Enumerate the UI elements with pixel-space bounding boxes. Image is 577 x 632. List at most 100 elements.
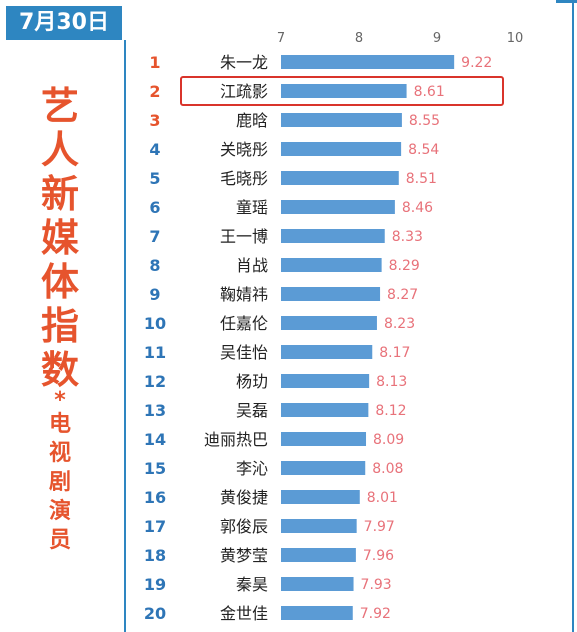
rank-label: 10 xyxy=(144,314,166,333)
category-label: 肖战 xyxy=(236,256,268,275)
rank-label: 16 xyxy=(144,488,166,507)
x-tick-label: 9 xyxy=(433,31,441,46)
subtitle-char: 视 xyxy=(48,441,71,466)
data-bar xyxy=(281,316,377,330)
value-label: 8.46 xyxy=(402,200,433,216)
rank-label: 15 xyxy=(144,459,166,478)
sidebar-title: 艺 人 新 媒 体 指 数 * 电 视 剧 演 员 xyxy=(20,84,100,555)
value-label: 8.61 xyxy=(414,84,445,100)
category-label: 江疏影 xyxy=(220,82,268,101)
rank-label: 17 xyxy=(144,517,166,536)
rank-label: 2 xyxy=(149,82,160,101)
rank-label: 12 xyxy=(144,372,166,391)
category-label: 杨玏 xyxy=(236,372,268,391)
rank-label: 6 xyxy=(149,198,160,217)
category-label: 郭俊辰 xyxy=(220,517,268,536)
data-bar xyxy=(281,142,402,156)
x-tick-label: 7 xyxy=(277,31,285,46)
data-bar xyxy=(281,258,382,272)
data-bar xyxy=(281,548,356,562)
value-label: 8.33 xyxy=(392,229,423,245)
rank-label: 18 xyxy=(144,546,166,565)
subtitle-char: 剧 xyxy=(48,470,71,495)
value-label: 8.27 xyxy=(387,287,418,303)
sidebar-divider xyxy=(124,40,126,632)
right-border xyxy=(572,0,574,632)
rank-label: 7 xyxy=(149,227,160,246)
x-tick-label: 8 xyxy=(355,31,363,46)
category-label: 鹿晗 xyxy=(236,111,268,130)
data-bar xyxy=(281,403,369,417)
value-label: 8.01 xyxy=(367,490,398,506)
subtitle-char: 演 xyxy=(48,499,71,524)
rank-label: 8 xyxy=(149,256,160,275)
data-bar xyxy=(281,490,360,504)
data-bar xyxy=(281,55,455,69)
value-label: 7.92 xyxy=(360,606,391,622)
data-bar xyxy=(281,606,353,620)
data-bar xyxy=(281,374,370,388)
data-bar xyxy=(281,113,402,127)
data-bar xyxy=(281,345,373,359)
rank-label: 4 xyxy=(149,140,160,159)
title-char: 体 xyxy=(40,260,79,304)
category-label: 李沁 xyxy=(236,459,268,478)
value-label: 7.93 xyxy=(361,577,392,593)
category-label: 吴佳怡 xyxy=(220,343,268,362)
value-label: 8.08 xyxy=(372,461,403,477)
category-label: 迪丽热巴 xyxy=(204,430,268,449)
data-bar xyxy=(281,229,385,243)
title-star: * xyxy=(54,388,66,413)
value-label: 8.23 xyxy=(384,316,415,332)
value-label: 7.97 xyxy=(364,519,395,535)
category-label: 任嘉伦 xyxy=(220,314,268,333)
title-char: 艺 xyxy=(40,84,79,128)
category-label: 毛晓彤 xyxy=(220,169,268,188)
data-bar xyxy=(281,84,407,98)
rank-label: 20 xyxy=(144,604,166,623)
date-badge: 7月30日 xyxy=(6,6,122,40)
value-label: 8.17 xyxy=(379,345,410,361)
category-label: 童瑶 xyxy=(236,198,268,217)
value-label: 8.51 xyxy=(406,171,437,187)
value-label: 8.55 xyxy=(409,113,440,129)
category-label: 关晓彤 xyxy=(220,140,268,159)
rank-label: 5 xyxy=(149,169,160,188)
category-label: 鞠婧祎 xyxy=(220,285,268,304)
data-bar xyxy=(281,432,367,446)
category-label: 朱一龙 xyxy=(220,53,268,72)
value-label: 8.54 xyxy=(408,142,439,158)
highlight-box xyxy=(180,76,504,106)
value-label: 8.29 xyxy=(389,258,420,274)
data-bar xyxy=(281,287,381,301)
x-tick-label: 10 xyxy=(507,31,524,46)
rank-label: 13 xyxy=(144,401,166,420)
rank-label: 1 xyxy=(149,53,160,72)
value-label: 8.09 xyxy=(373,432,404,448)
rank-label: 19 xyxy=(144,575,166,594)
title-char: 新 xyxy=(40,172,79,216)
value-label: 7.96 xyxy=(363,548,394,564)
rank-label: 3 xyxy=(149,111,160,130)
subtitle-char: 员 xyxy=(48,528,71,553)
title-char: 媒 xyxy=(40,216,79,260)
top-accent-bar xyxy=(556,0,577,3)
data-bar xyxy=(281,519,357,533)
category-label: 秦昊 xyxy=(236,575,268,594)
category-label: 黄梦莹 xyxy=(220,546,268,565)
title-char: 人 xyxy=(40,128,79,172)
data-bar xyxy=(281,171,399,185)
value-label: 8.12 xyxy=(375,403,406,419)
title-char: 数 xyxy=(40,348,79,392)
category-label: 黄俊捷 xyxy=(220,488,268,507)
value-label: 9.22 xyxy=(461,55,492,71)
category-label: 金世佳 xyxy=(220,604,268,623)
title-char: 指 xyxy=(40,304,79,348)
rank-label: 11 xyxy=(144,343,166,362)
subtitle-char: 电 xyxy=(48,412,71,437)
value-label: 8.13 xyxy=(376,374,407,390)
category-label: 王一博 xyxy=(220,227,268,246)
data-bar xyxy=(281,461,366,475)
category-label: 吴磊 xyxy=(236,401,268,420)
